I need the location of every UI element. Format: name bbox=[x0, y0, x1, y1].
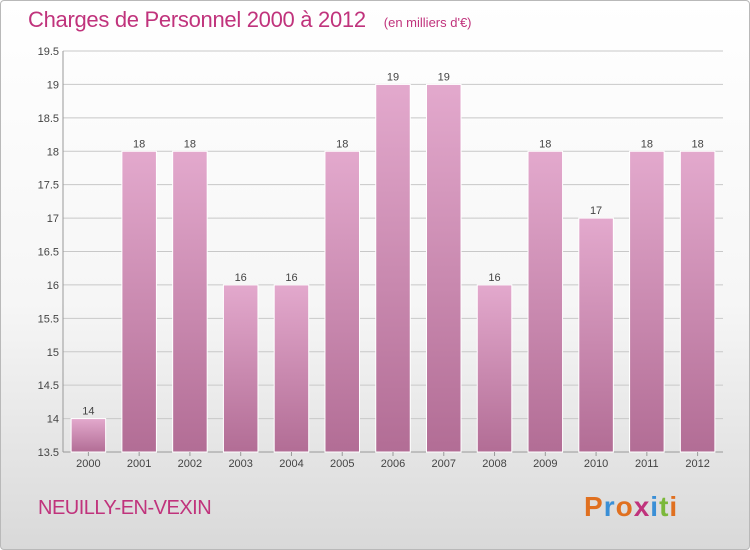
y-tick-label: 17.5 bbox=[38, 180, 59, 192]
bar-value-label: 17 bbox=[590, 205, 602, 217]
x-tick-label: 2002 bbox=[178, 458, 202, 470]
x-tick-label: 2007 bbox=[432, 458, 456, 470]
proxiti-logo: Proxiti bbox=[584, 491, 678, 523]
y-tick-label: 19 bbox=[47, 79, 59, 91]
bar-value-label: 16 bbox=[285, 272, 297, 284]
logo-letter: i bbox=[669, 491, 679, 522]
x-tick-label: 2012 bbox=[685, 458, 709, 470]
x-tick-label: 2000 bbox=[76, 458, 100, 470]
bar-value-label: 18 bbox=[691, 138, 703, 150]
bar-value-label: 16 bbox=[235, 272, 247, 284]
x-tick-label: 2009 bbox=[533, 458, 557, 470]
bar bbox=[273, 284, 310, 453]
x-tick-label: 2005 bbox=[330, 458, 354, 470]
bar bbox=[121, 150, 157, 453]
bar bbox=[527, 150, 564, 453]
x-tick-label: 2008 bbox=[482, 458, 506, 470]
y-tick-label: 17 bbox=[47, 213, 59, 225]
title-row: Charges de Personnel 2000 à 2012 (en mil… bbox=[28, 7, 472, 33]
logo-letter: r bbox=[603, 491, 616, 522]
logo-letter: i bbox=[650, 491, 660, 522]
bar bbox=[679, 150, 716, 453]
logo-letter: o bbox=[615, 491, 634, 522]
bar bbox=[222, 284, 259, 453]
bar bbox=[426, 83, 462, 453]
bar bbox=[629, 150, 665, 453]
x-tick-label: 2006 bbox=[381, 458, 405, 470]
bar-value-label: 18 bbox=[539, 138, 551, 150]
bar-value-label: 18 bbox=[184, 138, 196, 150]
bar bbox=[578, 217, 614, 453]
y-tick-label: 16 bbox=[47, 280, 59, 292]
bar bbox=[324, 150, 360, 453]
chart-unit: (en milliers d'€) bbox=[383, 15, 472, 30]
bar-value-label: 18 bbox=[133, 138, 145, 150]
x-tick-label: 2011 bbox=[635, 458, 659, 470]
bar-value-label: 18 bbox=[641, 138, 653, 150]
y-tick-label: 14 bbox=[47, 414, 59, 426]
bar-value-label: 19 bbox=[387, 71, 399, 83]
chart-title: Charges de Personnel 2000 à 2012 bbox=[28, 7, 366, 32]
y-tick-label: 14.5 bbox=[38, 380, 59, 392]
y-tick-label: 18 bbox=[47, 146, 59, 158]
bar-value-label: 18 bbox=[336, 138, 348, 150]
y-tick-label: 18.5 bbox=[38, 113, 59, 125]
x-tick-label: 2004 bbox=[279, 458, 303, 470]
y-tick-label: 19.5 bbox=[38, 46, 59, 58]
y-tick-label: 16.5 bbox=[38, 247, 59, 259]
x-tick-label: 2003 bbox=[228, 458, 252, 470]
commune-name: NEUILLY-EN-VEXIN bbox=[38, 497, 212, 519]
logo-letter: x bbox=[633, 491, 651, 522]
logo-letter: P bbox=[584, 491, 604, 522]
y-tick-label: 15.5 bbox=[38, 313, 59, 325]
bar bbox=[70, 418, 107, 453]
bar-value-label: 19 bbox=[438, 71, 450, 83]
logo-letter: t bbox=[659, 491, 670, 522]
bar-value-label: 16 bbox=[488, 272, 500, 284]
y-tick-label: 13.5 bbox=[38, 447, 59, 459]
x-tick-label: 2010 bbox=[584, 458, 608, 470]
y-tick-label: 15 bbox=[47, 347, 59, 359]
bar bbox=[172, 150, 208, 453]
bar-value-label: 14 bbox=[82, 406, 94, 418]
bar bbox=[375, 83, 411, 453]
bar bbox=[476, 284, 513, 453]
x-tick-label: 2001 bbox=[127, 458, 151, 470]
